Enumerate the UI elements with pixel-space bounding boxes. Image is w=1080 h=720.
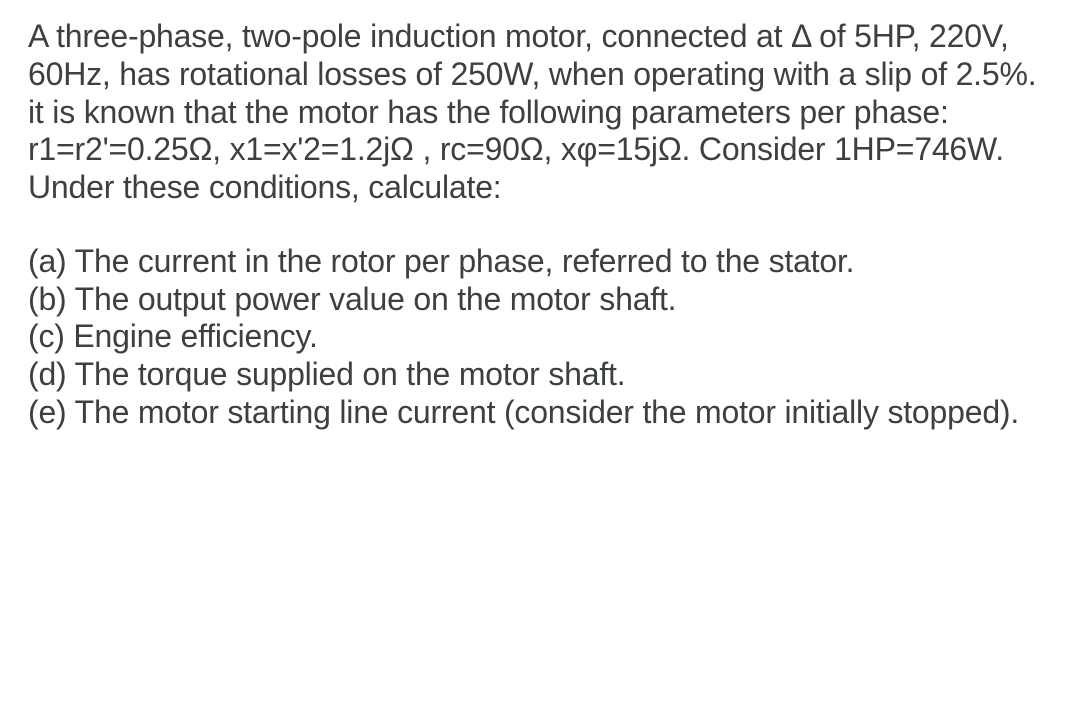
question-c: (c) Engine efficiency.: [28, 318, 1052, 356]
page: A three-phase, two-pole induction motor,…: [0, 0, 1080, 432]
question-b: (b) The output power value on the motor …: [28, 281, 1052, 319]
question-a: (a) The current in the rotor per phase, …: [28, 243, 1052, 281]
problem-statement: A three-phase, two-pole induction motor,…: [28, 18, 1052, 207]
question-e: (e) The motor starting line current (con…: [28, 394, 1052, 432]
question-d: (d) The torque supplied on the motor sha…: [28, 356, 1052, 394]
questions-block: (a) The current in the rotor per phase, …: [28, 243, 1052, 432]
